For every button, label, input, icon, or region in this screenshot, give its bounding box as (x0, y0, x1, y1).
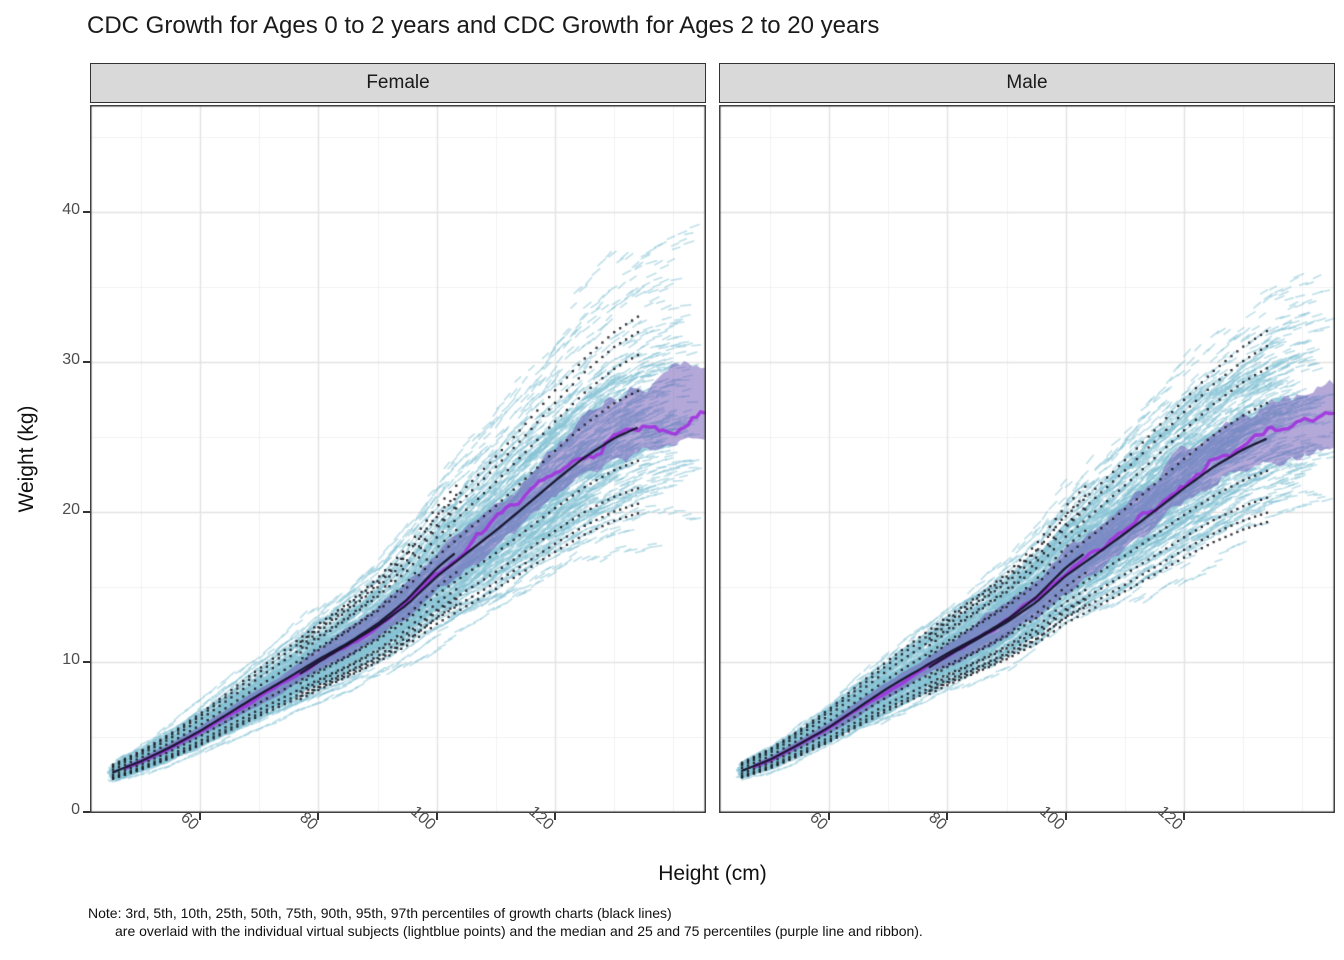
panel-canvas-female (90, 105, 706, 813)
y-tick-mark (83, 810, 90, 813)
panel-canvas-male (719, 105, 1335, 813)
facet-strip-female: Female (90, 63, 706, 103)
note-text: Note: 3rd, 5th, 10th, 25th, 50th, 75th, … (88, 904, 923, 940)
y-tick-label: 30 (62, 350, 80, 368)
y-axis-title: Weight (kg) (15, 405, 38, 513)
y-tick-label: 10 (62, 650, 80, 668)
x-tick-mark (828, 813, 831, 820)
y-tick-label: 20 (62, 500, 80, 518)
x-tick-mark (435, 813, 438, 820)
y-tick-label: 40 (62, 200, 80, 218)
y-tick-mark (83, 360, 90, 363)
x-axis-title: Height (cm) (658, 862, 767, 885)
y-tick-mark (83, 210, 90, 213)
note-line-2: are overlaid with the individual virtual… (115, 923, 923, 939)
note-line-1: Note: 3rd, 5th, 10th, 25th, 50th, 75th, … (88, 905, 672, 921)
y-tick-label: 0 (71, 800, 80, 818)
x-tick-mark (1064, 813, 1067, 820)
y-tick-mark (83, 510, 90, 513)
facet-strip-male-label: Male (1006, 72, 1048, 93)
x-tick-mark (317, 813, 320, 820)
facet-strip-female-label: Female (366, 72, 430, 93)
page-title: CDC Growth for Ages 0 to 2 years and CDC… (87, 12, 880, 39)
x-tick-mark (946, 813, 949, 820)
y-tick-mark (83, 660, 90, 663)
x-tick-mark (554, 813, 557, 820)
x-tick-mark (199, 813, 202, 820)
x-tick-mark (1183, 813, 1186, 820)
facet-strip-male: Male (719, 63, 1335, 103)
